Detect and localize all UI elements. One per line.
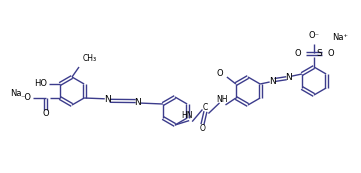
Text: HN: HN xyxy=(182,111,193,120)
Text: HO: HO xyxy=(34,80,47,89)
Text: ⁻O: ⁻O xyxy=(21,93,32,102)
Text: S: S xyxy=(316,48,322,57)
Text: Na: Na xyxy=(10,89,22,98)
Text: C: C xyxy=(203,103,208,112)
Text: N: N xyxy=(269,76,276,85)
Text: O: O xyxy=(216,70,223,79)
Text: O⁻: O⁻ xyxy=(309,31,319,40)
Text: Na⁺: Na⁺ xyxy=(332,33,348,42)
Text: O: O xyxy=(327,48,334,57)
Text: O: O xyxy=(43,110,49,119)
Text: NH: NH xyxy=(217,95,228,104)
Text: O: O xyxy=(200,124,205,133)
Text: N: N xyxy=(134,98,141,107)
Text: N: N xyxy=(104,95,111,104)
Text: CH₃: CH₃ xyxy=(83,54,97,63)
Text: O: O xyxy=(294,48,301,57)
Text: N: N xyxy=(285,73,292,82)
